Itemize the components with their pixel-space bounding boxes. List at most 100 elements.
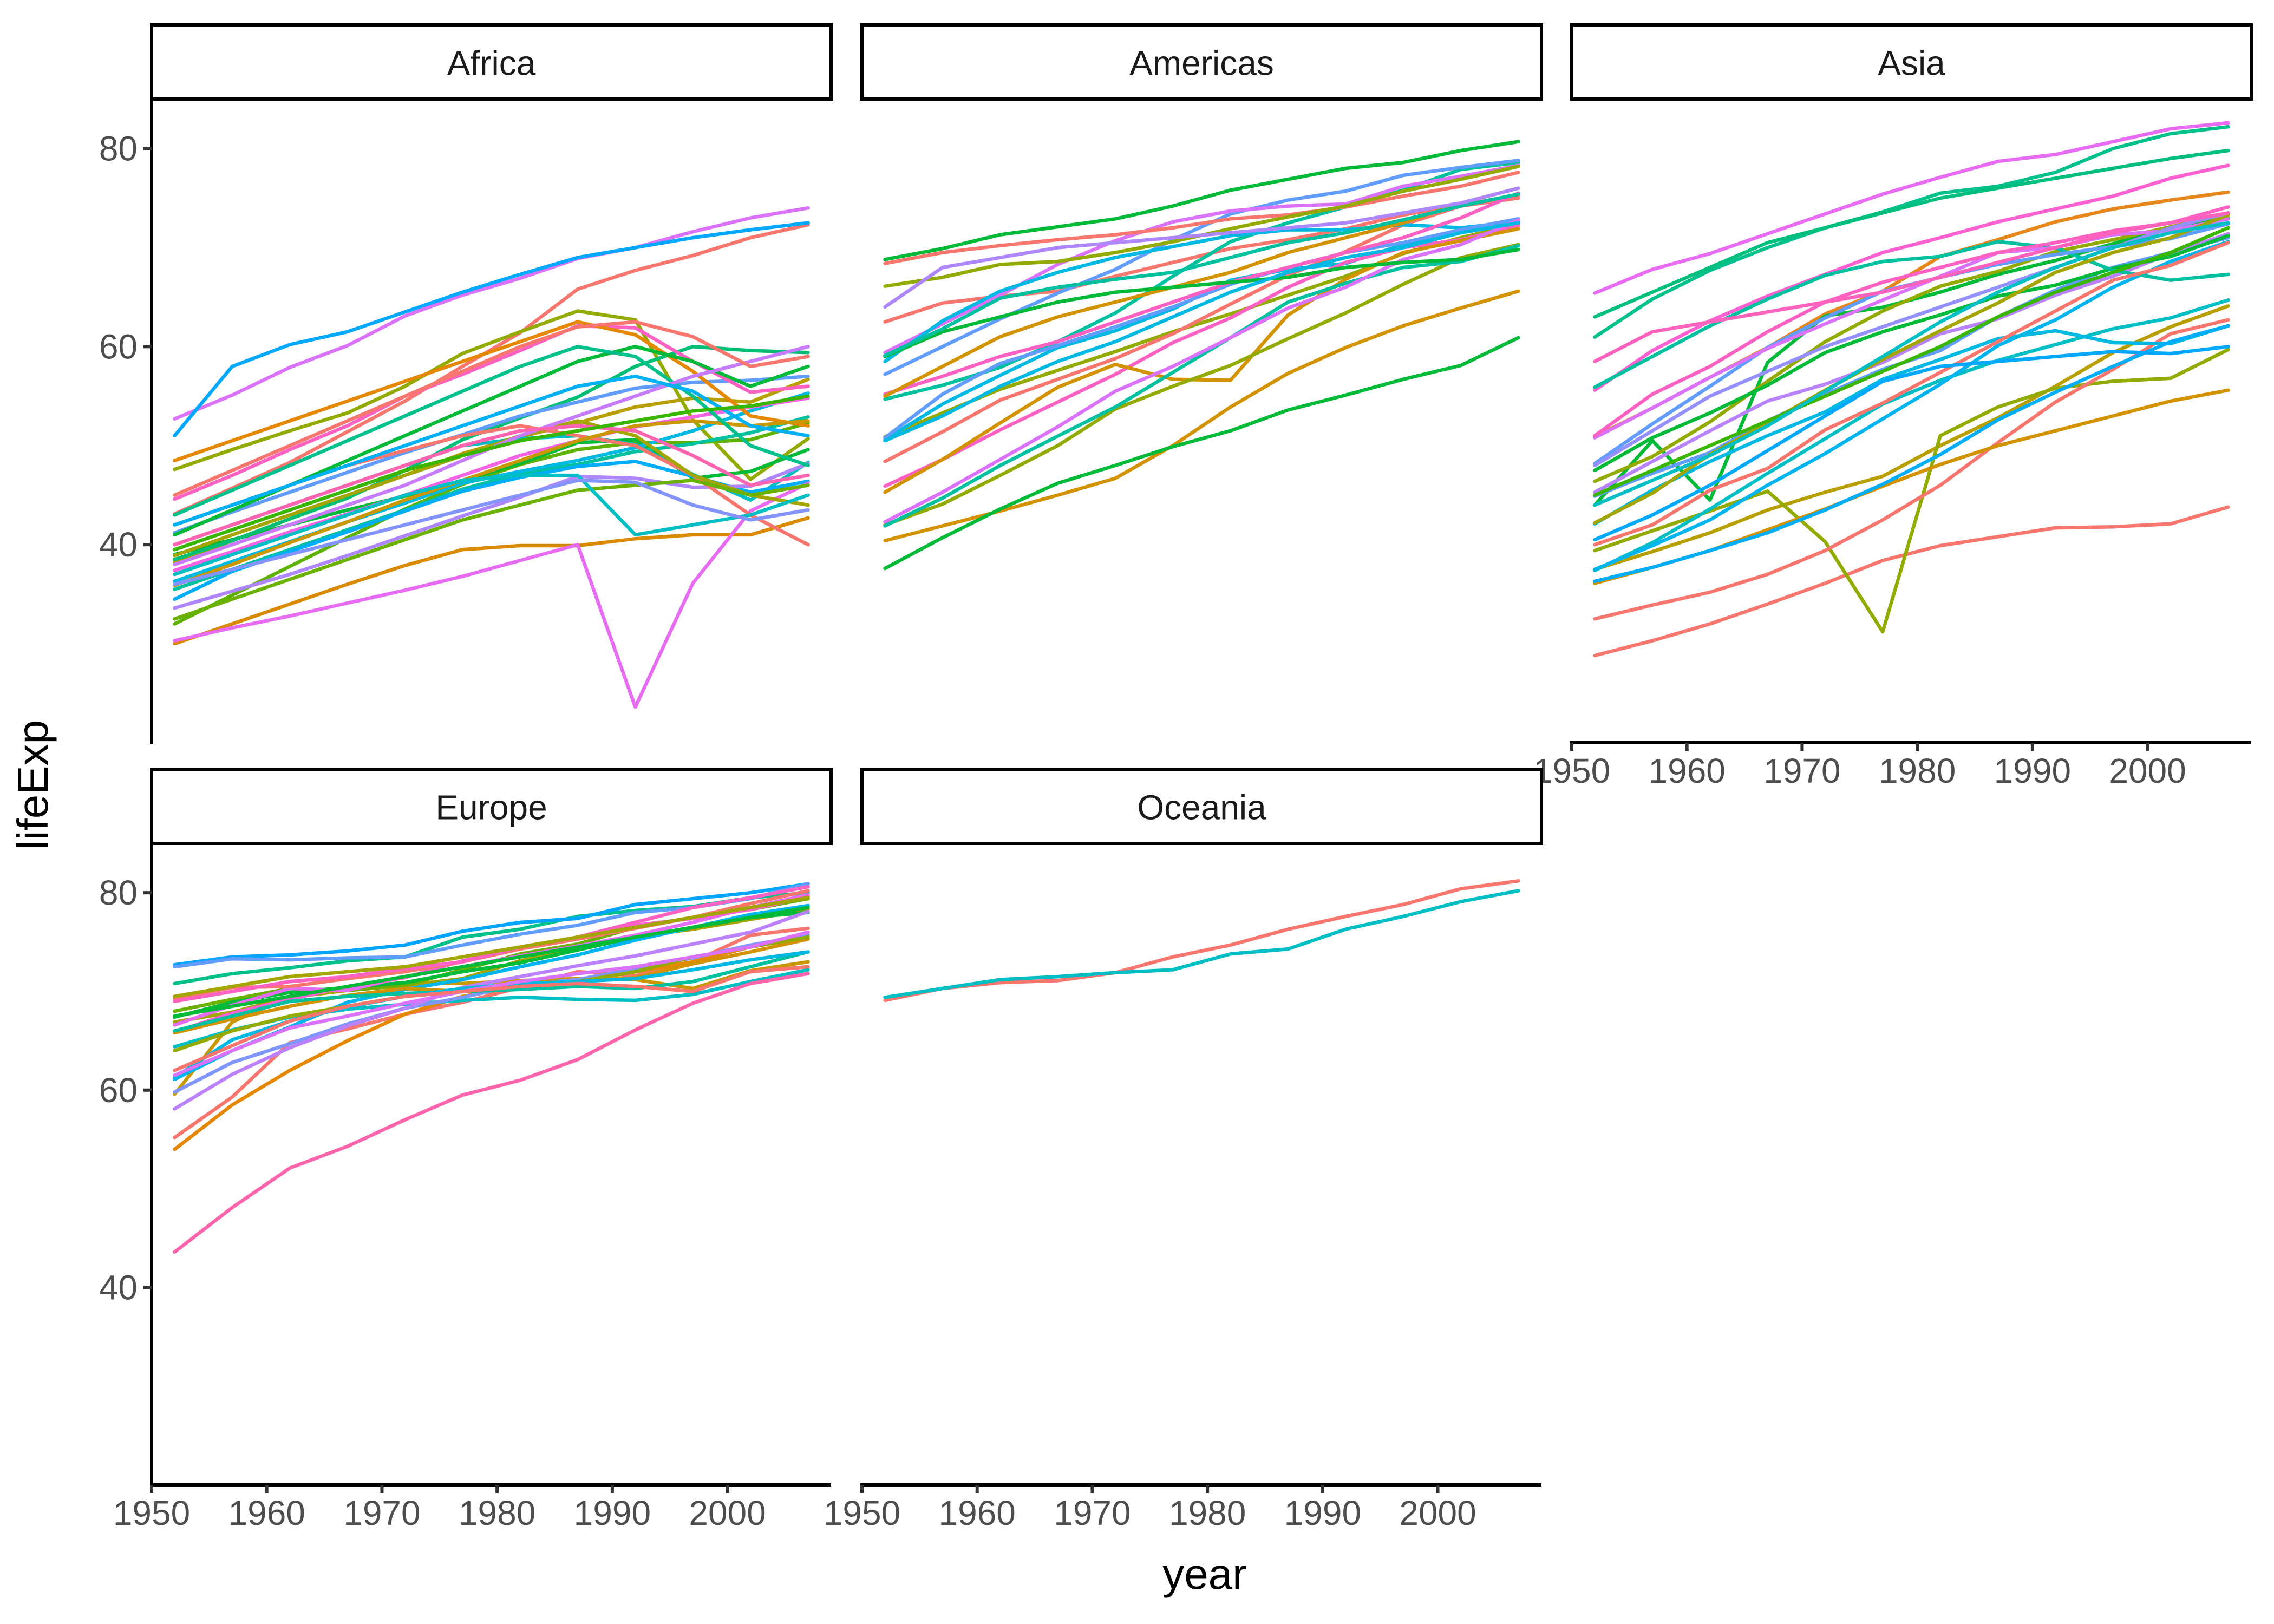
series-line-americas-25 [883,186,1520,309]
series-line-europe-10 [173,882,810,967]
strip-box-africa [150,23,833,101]
strip-label-asia: Asia [1878,44,1945,83]
x-tick-label-europe-2000: 2000 [689,1494,766,1533]
strip-label-americas: Americas [1129,44,1274,83]
series-line-asia-25 [1593,226,2230,497]
series-line-asia-11 [1593,121,2230,295]
x-tick-label-oceania-1990: 1990 [1284,1494,1361,1533]
strip-box-americas [860,23,1543,101]
series-line-americas-13 [883,336,1520,571]
series-line-asia-23 [1593,240,2230,547]
series-line-europe-25 [173,965,810,1072]
series-line-americas-11 [883,227,1520,494]
series-line-africa-21 [173,419,810,558]
series-line-americas-8 [883,163,1520,355]
series-line-asia-18 [1593,324,2230,526]
series-line-americas-14 [883,244,1520,528]
series-line-americas-16 [883,217,1520,440]
series-line-asia-1 [1593,505,2230,658]
series-line-europe-15 [173,972,810,1254]
y-tick-label-europe-60: 60 [99,1071,138,1110]
series-line-americas-23 [883,192,1520,358]
series-line-africa-25 [173,473,810,577]
panel-asia: Asia 1950 1960 1970 1980 1990 2000 [1533,23,2253,790]
series-line-americas-10 [883,196,1520,463]
series-line-africa-19 [173,320,810,462]
x-tick-label-oceania-1960: 1960 [939,1494,1016,1533]
y-tick-label-europe-80: 80 [99,873,138,912]
series-line-asia-19 [1593,324,2230,584]
series-line-asia-12 [1593,163,2230,392]
series-line-africa-14 [173,206,810,421]
x-tick-label-europe-1990: 1990 [574,1494,651,1533]
series-line-oceania-1 [883,879,1520,1003]
x-tick-label-asia-2000: 2000 [2109,751,2186,790]
x-tick-label-europe-1980: 1980 [459,1494,535,1533]
series-line-africa-8 [173,415,810,591]
x-axis-title: year [1162,1550,1247,1598]
x-tick-label-asia-1950: 1950 [1533,751,1610,790]
series-line-europe-24 [173,885,810,1003]
series-line-europe-12 [173,909,810,1111]
series-line-asia-27 [1593,345,2230,542]
series-line-americas-12 [883,243,1520,527]
series-line-africa-1 [173,223,810,516]
series-line-americas-17 [883,218,1520,524]
x-tick-label-europe-1950: 1950 [113,1494,190,1533]
x-tick-label-asia-1960: 1960 [1649,751,1726,790]
strip-label-oceania: Oceania [1137,788,1266,827]
series-line-africa-13 [173,461,810,610]
series-line-americas-7 [883,159,1520,376]
series-line-oceania-2 [883,889,1520,999]
y-tick-label-europe-40: 40 [99,1268,138,1307]
series-line-africa-30 [173,320,810,497]
x-tick-label-asia-1990: 1990 [1994,751,2071,790]
series-line-europe-19 [173,906,810,1018]
series-line-americas-19 [883,171,1520,265]
series-line-africa-26 [173,221,810,438]
series-line-asia-8 [1593,240,2230,572]
series-line-africa-20 [173,419,810,587]
strip-box-europe [150,768,833,845]
series-line-asia-17 [1593,240,2230,389]
series-line-africa-31 [173,374,810,527]
series-line-americas-18 [883,191,1520,396]
facet-panels: Africa 40 60 80 Americas Asia 1950 1960 1970 1980… [99,23,2253,1533]
series-line-asia-3 [1593,304,2230,572]
series-line-africa-17 [173,481,810,709]
strip-box-asia [1570,23,2253,101]
strip-label-europe: Europe [435,788,547,827]
series-line-africa-7 [173,345,810,561]
y-axis-title: lifeExp [9,720,57,850]
x-tick-label-europe-1970: 1970 [343,1494,420,1533]
series-line-africa-22 [173,479,810,621]
series-line-americas-24 [883,221,1520,443]
series-line-africa-12 [173,374,810,535]
panel-africa: Africa 40 60 80 [99,23,833,744]
series-line-africa-4 [173,309,810,481]
series-line-asia-26 [1593,148,2230,319]
series-line-asia-30 [1593,221,2230,507]
panel-oceania: Oceania 1950 1960 1970 1980 1990 2000 [824,768,1543,1533]
series-line-europe-26 [173,896,810,998]
series-line-americas-15 [883,220,1520,363]
y-tick-label-africa-80: 80 [99,129,138,168]
x-tick-label-asia-1980: 1980 [1879,751,1956,790]
series-line-africa-2 [173,516,810,646]
series-line-africa-24 [173,345,810,517]
y-tick-label-africa-40: 40 [99,525,138,564]
strip-box-oceania [860,768,1543,845]
x-tick-label-asia-1970: 1970 [1763,751,1840,790]
series-line-asia-6 [1593,125,2230,339]
series-line-africa-29 [173,424,810,547]
panel-europe: Europe 40 60 80 1950 1960 1970 1980 1990 2000 [99,768,833,1533]
x-tick-label-europe-1960: 1960 [228,1494,305,1533]
series-line-europe-23 [173,930,810,1077]
series-line-americas-20 [883,186,1520,398]
series-line-americas-22 [883,247,1520,358]
series-line-asia-15 [1593,212,2230,483]
y-tick-label-africa-60: 60 [99,327,138,366]
series-line-asia-7 [1593,298,2230,572]
x-tick-label-oceania-2000: 2000 [1399,1494,1476,1533]
x-tick-label-oceania-1950: 1950 [824,1494,900,1533]
